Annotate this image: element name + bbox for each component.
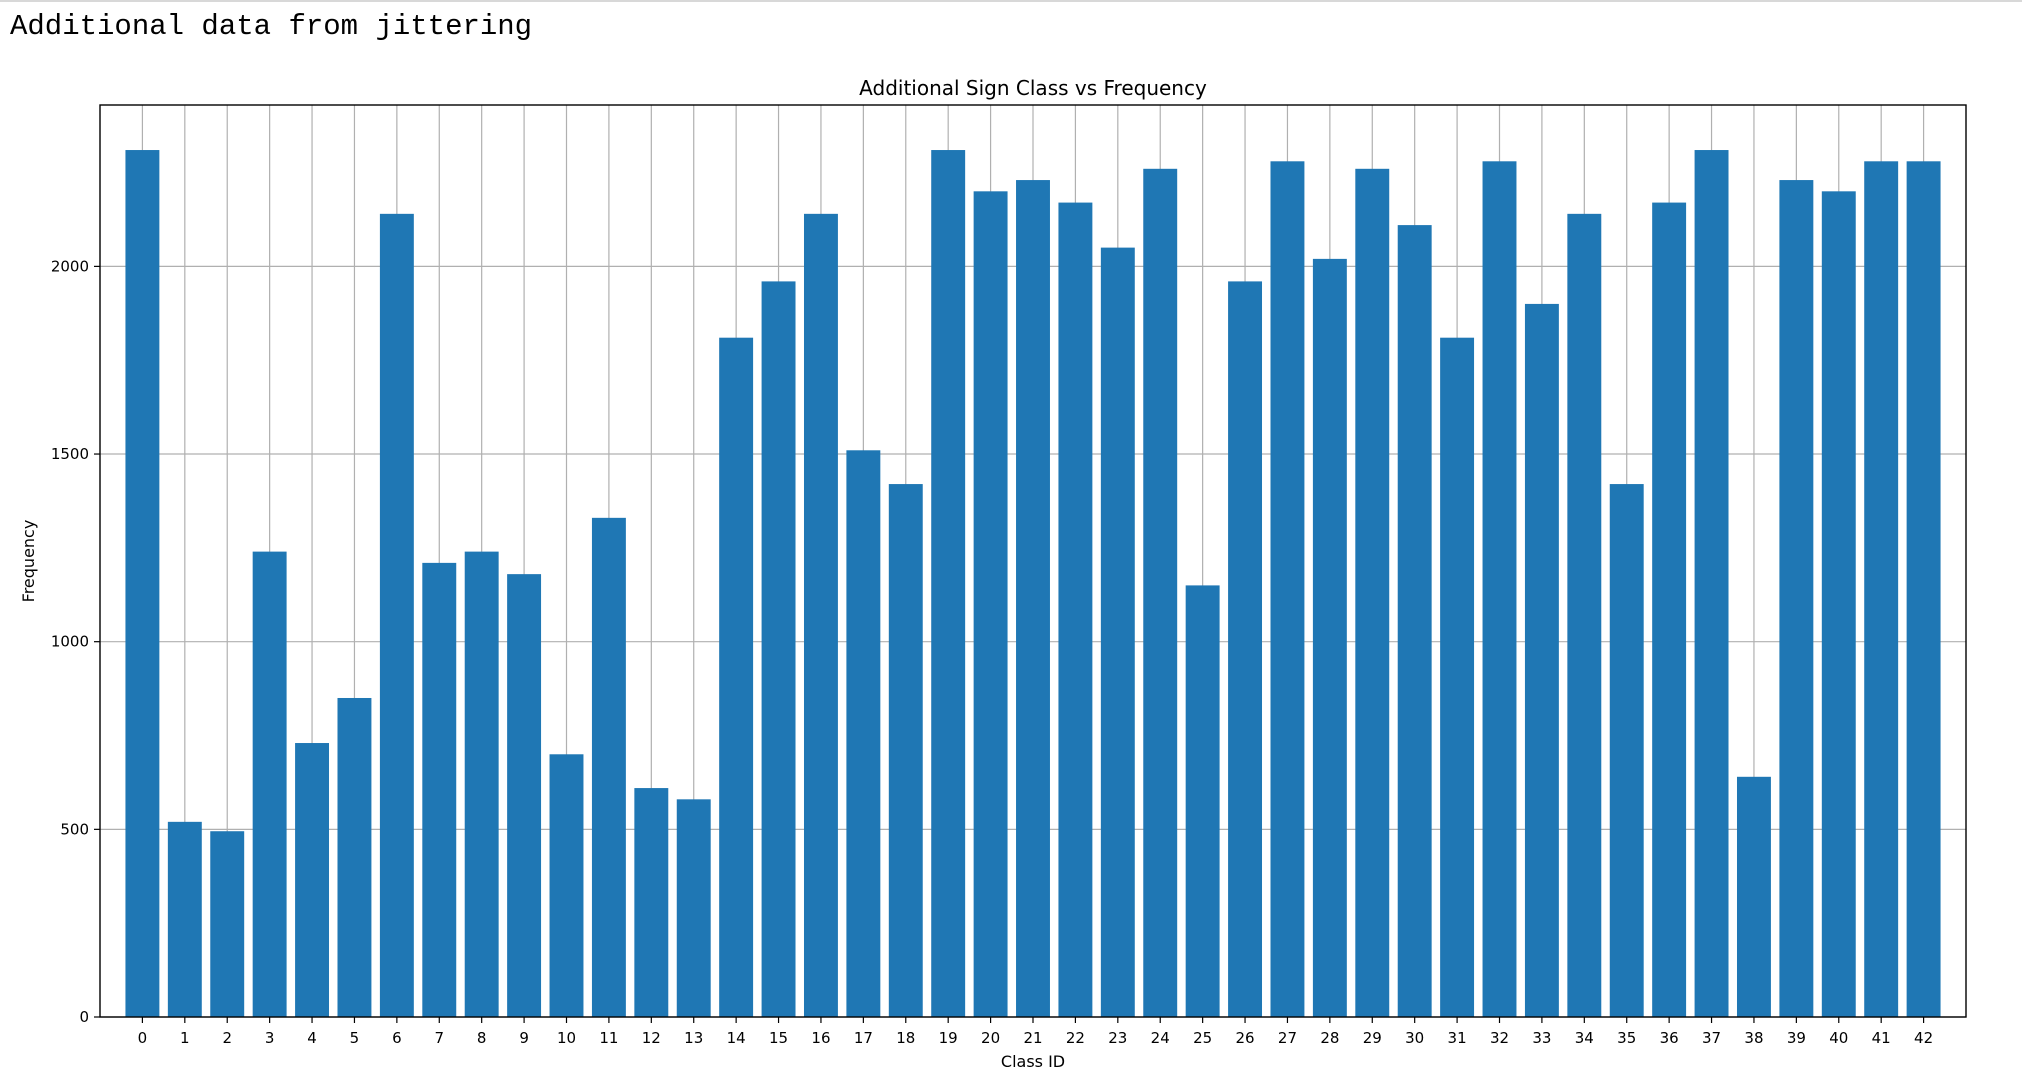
x-tick-label: 39 — [1787, 1029, 1806, 1047]
x-tick-label: 17 — [854, 1029, 873, 1047]
x-tick-label: 41 — [1872, 1029, 1891, 1047]
x-tick-label: 28 — [1320, 1029, 1339, 1047]
bar — [1100, 247, 1135, 1017]
bar — [1609, 484, 1644, 1017]
bar — [1355, 168, 1390, 1017]
bar — [1864, 161, 1899, 1018]
bar — [252, 551, 287, 1017]
x-tick-label: 26 — [1235, 1029, 1254, 1047]
x-tick-label: 8 — [477, 1029, 487, 1047]
bar — [549, 754, 584, 1017]
y-tick-label: 0 — [79, 1008, 89, 1026]
x-tick-label: 25 — [1193, 1029, 1212, 1047]
x-tick-label: 2 — [222, 1029, 232, 1047]
x-tick-label: 24 — [1151, 1029, 1170, 1047]
x-tick-label: 1 — [180, 1029, 190, 1047]
x-tick-label: 21 — [1023, 1029, 1042, 1047]
y-axis-label: Frequency — [19, 520, 38, 603]
y-tick-label: 2000 — [51, 257, 89, 275]
bar — [1736, 776, 1771, 1017]
x-tick-label: 34 — [1575, 1029, 1594, 1047]
bar — [1312, 258, 1347, 1017]
bar — [1016, 180, 1050, 1018]
bar — [167, 821, 202, 1017]
x-tick-label: 15 — [769, 1029, 788, 1047]
x-tick-label: 16 — [811, 1029, 830, 1047]
x-tick-label: 4 — [307, 1029, 317, 1047]
x-tick-label: 20 — [981, 1029, 1000, 1047]
bar — [973, 191, 1008, 1017]
bar — [634, 788, 669, 1017]
bar — [931, 150, 966, 1017]
axis-ticks: 0 1 2 3 4 5 6 7 8 9 10 11 12 13 14 15 16 17 18 19 20 21 22 23 24… — [51, 257, 1933, 1047]
x-tick-label: 27 — [1278, 1029, 1297, 1047]
x-tick-label: 42 — [1914, 1029, 1933, 1047]
bar — [507, 574, 542, 1017]
bar — [1270, 161, 1305, 1018]
bar — [210, 831, 245, 1017]
x-tick-label: 19 — [939, 1029, 958, 1047]
cell-divider — [0, 0, 2022, 2]
x-tick-label: 35 — [1617, 1029, 1636, 1047]
bar — [295, 743, 330, 1017]
bar — [803, 213, 838, 1018]
bar — [1058, 202, 1093, 1017]
bar — [337, 697, 372, 1017]
y-tick-label: 1500 — [51, 445, 89, 463]
bar — [464, 551, 499, 1017]
output-heading: Additional data from jittering — [10, 10, 533, 43]
x-tick-label: 18 — [896, 1029, 915, 1047]
x-tick-label: 29 — [1363, 1029, 1382, 1047]
bar — [1906, 161, 1941, 1018]
x-tick-label: 0 — [138, 1029, 148, 1047]
chart-title: Additional Sign Class vs Frequency — [859, 76, 1207, 100]
bar — [1440, 337, 1475, 1017]
bar-series — [125, 150, 1941, 1018]
x-tick-label: 13 — [684, 1029, 703, 1047]
x-tick-label: 30 — [1405, 1029, 1424, 1047]
bar — [846, 450, 881, 1017]
bar — [1228, 281, 1263, 1018]
bar — [761, 281, 796, 1018]
x-tick-label: 40 — [1829, 1029, 1848, 1047]
y-tick-label: 500 — [60, 820, 89, 838]
x-tick-label: 14 — [727, 1029, 746, 1047]
x-axis-label: Class ID — [1001, 1052, 1065, 1071]
bar — [676, 799, 711, 1017]
x-tick-label: 33 — [1532, 1029, 1551, 1047]
bar — [719, 337, 754, 1017]
bar — [379, 213, 414, 1018]
bar — [1397, 225, 1432, 1018]
bar — [125, 150, 160, 1017]
x-tick-label: 7 — [434, 1029, 444, 1047]
bar — [1482, 161, 1517, 1018]
x-tick-label: 9 — [519, 1029, 529, 1047]
x-tick-label: 22 — [1066, 1029, 1085, 1047]
bar — [1694, 150, 1729, 1017]
x-tick-label: 6 — [392, 1029, 402, 1047]
bar — [1779, 180, 1814, 1018]
x-tick-label: 37 — [1702, 1029, 1721, 1047]
bar — [422, 562, 457, 1017]
x-tick-label: 3 — [265, 1029, 275, 1047]
x-tick-label: 10 — [557, 1029, 576, 1047]
bar — [1652, 202, 1687, 1017]
x-tick-label: 11 — [599, 1029, 618, 1047]
y-tick-label: 1000 — [51, 633, 89, 651]
bar — [1567, 213, 1602, 1018]
x-tick-label: 38 — [1744, 1029, 1763, 1047]
x-tick-label: 23 — [1108, 1029, 1127, 1047]
x-tick-label: 31 — [1448, 1029, 1467, 1047]
bar — [1821, 191, 1856, 1017]
x-tick-label: 36 — [1660, 1029, 1679, 1047]
x-tick-label: 5 — [350, 1029, 360, 1047]
x-tick-label: 32 — [1490, 1029, 1509, 1047]
bar — [1524, 303, 1559, 1017]
bar — [591, 517, 626, 1017]
x-tick-label: 12 — [642, 1029, 661, 1047]
bar — [1143, 168, 1178, 1017]
bar — [888, 484, 923, 1017]
bar — [1185, 585, 1220, 1017]
